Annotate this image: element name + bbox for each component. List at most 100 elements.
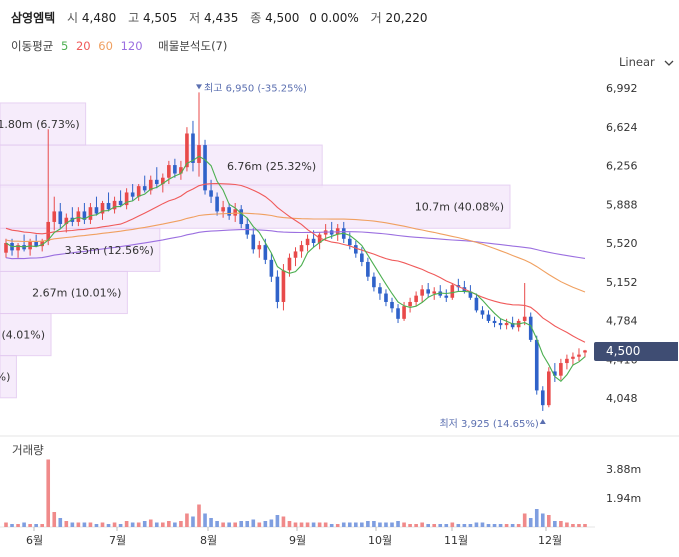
ma20-label[interactable]: 20 [75,39,91,53]
candle-body [577,354,581,357]
candle-body [4,243,8,253]
volume-profile-label: 345k (1.29%) [0,371,10,384]
price-axis-tick: 5,152 [606,276,638,289]
ma5-label[interactable]: 5 [60,39,69,53]
volume-bar [191,516,195,527]
chevron-down-icon [664,60,674,66]
low-marker-icon [539,418,546,424]
volume-bar [360,522,364,527]
volume-bar [185,513,189,527]
volume-bar [372,521,376,527]
volume-bar [215,521,219,527]
high-value: 4,505 [142,11,178,25]
volume-bar [540,513,545,527]
candle-body [275,276,280,302]
candle-body [52,211,57,222]
candle-body [384,293,388,302]
candle-body [360,253,364,262]
price-axis-tick: 5,520 [606,237,638,250]
ma60-line [5,212,586,293]
volume-bar [275,515,280,527]
volume-bar [504,524,509,527]
volume-bar [34,524,38,527]
volume-bar [233,522,237,527]
candle-body [547,371,551,406]
stock-name: 삼영엠텍 [11,11,56,25]
volume-bar [239,521,244,527]
candle-body [16,245,20,251]
volume-bar [317,522,322,527]
volume-bar [118,524,123,527]
candle-body [203,145,207,191]
volume-bar [378,522,382,527]
candle-body [305,238,310,246]
volume-profile-label: 2.67m (10.01%) [32,286,121,299]
volume-bar [323,522,328,527]
candle-body [215,196,219,212]
candle-body [347,238,352,246]
candle-body [227,207,231,216]
volume-profile-bar [0,102,87,146]
volume-bar [112,522,117,527]
volume-bar [251,519,256,527]
ma-title[interactable]: 이동평균 [11,39,54,53]
candle-body [251,234,256,250]
candle-body [136,186,141,197]
candle-body [450,285,455,298]
candle-body [161,177,165,185]
volume-bar [10,524,14,527]
volume-bar [106,524,111,527]
volume-bar [16,524,20,527]
volume-bar [547,515,551,527]
volume-bar [70,522,75,527]
volume-bar [179,521,183,527]
price-axis-tick: 4,784 [606,315,638,328]
volume-bar [58,518,63,527]
ma120-label[interactable]: 120 [120,39,143,53]
volume-bar [148,519,153,527]
candle-body [354,245,358,254]
candle-body [269,259,274,277]
volume-value: 20,220 [385,11,428,25]
candle-body [426,289,430,294]
candle-body [46,221,51,241]
price-axis-tick: 6,992 [606,82,638,95]
candle-body [34,241,38,247]
scale-selector[interactable]: Linear [619,55,674,69]
volume-bar [432,524,437,527]
volume-bar [528,518,533,527]
low-value: 4,435 [204,11,239,25]
candle-body [366,261,370,277]
candle-body [372,276,376,288]
candle-body [82,211,87,220]
volume-bar [384,522,388,527]
volume-bar [40,524,44,527]
scale-label: Linear [619,55,655,69]
volume-profile-bar [0,270,128,315]
candle-body [154,179,159,185]
current-price-tag: 4,500 [594,342,678,361]
candle-body [88,207,93,220]
price-axis-tick: 4,048 [606,392,638,405]
price-axis-tick: 5,888 [606,198,638,211]
volume-bar [553,521,557,527]
volume-profile-toggle[interactable]: 매물분석도(7) [158,39,228,53]
close-label: 종 [250,11,262,25]
volume-profile-bar [0,313,52,357]
volume-bar [571,524,575,527]
volume-bar [154,522,159,527]
candle-body [553,371,557,376]
volume-bar [498,524,503,527]
volume-bar [100,522,105,527]
open-label: 시 [67,11,79,25]
volume-bar [492,524,497,527]
ma5-line [5,155,586,382]
candle-body [444,295,449,298]
candle-body [124,192,129,206]
ma60-label[interactable]: 60 [98,39,113,53]
volume-bar [577,524,581,527]
candle-body [142,186,147,191]
candle-body [106,202,111,210]
candle-body [197,145,201,163]
